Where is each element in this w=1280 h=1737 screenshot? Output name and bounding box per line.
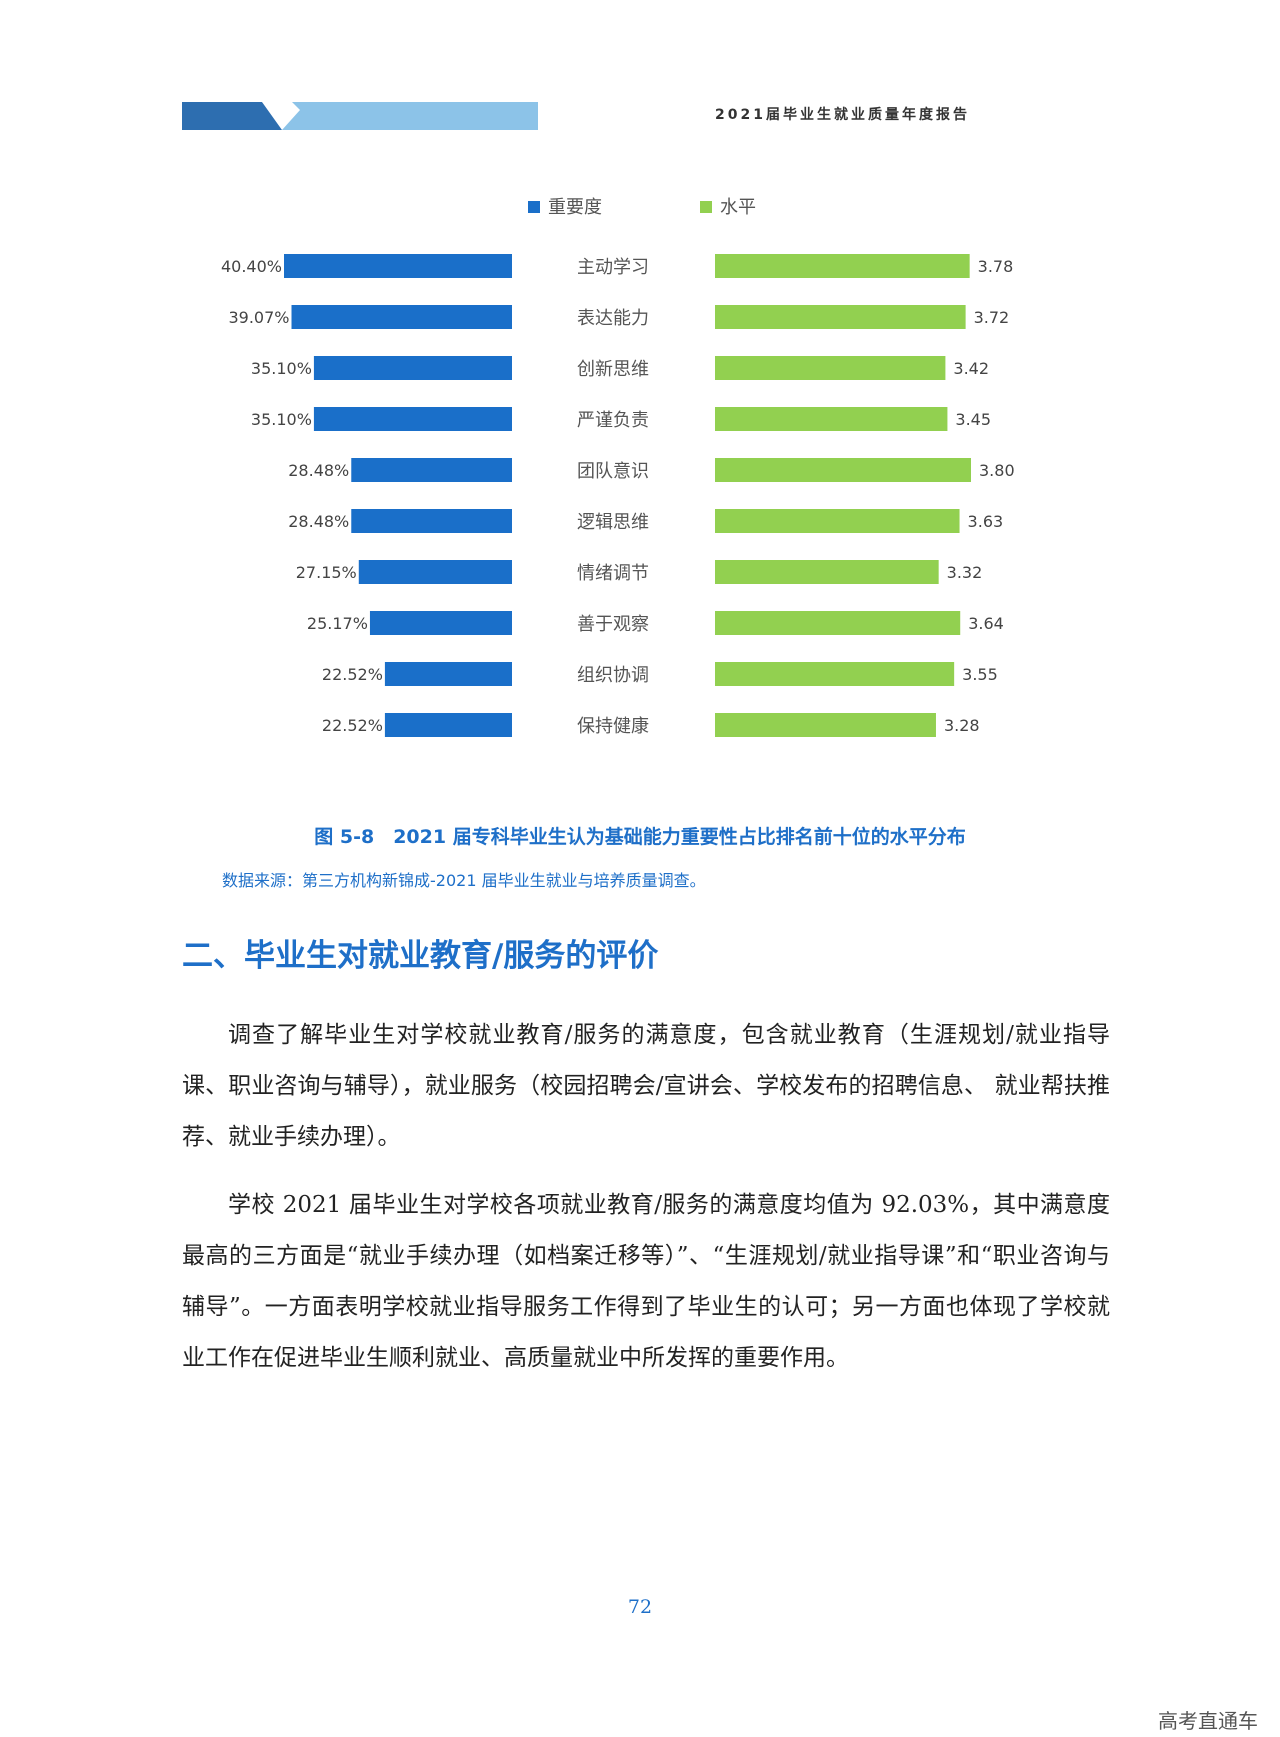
importance-bar bbox=[313, 407, 512, 431]
level-value-label: 3.64 bbox=[968, 614, 1004, 633]
level-bar bbox=[715, 662, 955, 686]
importance-bar bbox=[351, 509, 512, 533]
importance-value-label: 22.52% bbox=[322, 665, 383, 684]
category-label: 组织协调 bbox=[577, 665, 649, 686]
section-title: 二、毕业生对就业教育/服务的评价 bbox=[182, 938, 659, 974]
importance-value-label: 27.15% bbox=[296, 563, 357, 582]
level-bar bbox=[715, 305, 966, 329]
level-value-label: 3.63 bbox=[968, 512, 1004, 531]
report-title: 2021届毕业生就业质量年度报告 bbox=[715, 107, 970, 123]
importance-bar bbox=[351, 458, 512, 482]
category-label: 善于观察 bbox=[577, 614, 649, 635]
importance-bar bbox=[358, 560, 512, 584]
paragraph-2: 学校 2021 届毕业生对学校各项就业教育/服务的满意度均值为 92.03%，其… bbox=[182, 1192, 1110, 1371]
category-label: 团队意识 bbox=[577, 461, 649, 482]
level-value-label: 3.32 bbox=[947, 563, 983, 582]
category-label: 严谨负责 bbox=[577, 410, 649, 431]
category-label: 保持健康 bbox=[577, 716, 649, 737]
chart: 40.40% 主动学习 3.78 39.07% 表达能力 3.72 35.10% 创新思维 3.… bbox=[221, 197, 1015, 737]
figure-caption: 图 5-8 2021 届专科毕业生认为基础能力重要性占比排名前十位的水平分布 bbox=[314, 826, 966, 848]
level-value-label: 3.42 bbox=[953, 359, 989, 378]
importance-value-label: 28.48% bbox=[288, 512, 349, 531]
importance-bar bbox=[369, 611, 512, 635]
header-banner bbox=[182, 102, 538, 130]
importance-bar bbox=[384, 713, 512, 737]
paragraph-1: 调查了解毕业生对学校就业教育/服务的满意度，包含就业教育（生涯规划/就业指导课、… bbox=[182, 1022, 1110, 1150]
importance-value-label: 39.07% bbox=[228, 308, 289, 327]
level-value-label: 3.28 bbox=[944, 716, 980, 735]
importance-value-label: 40.40% bbox=[221, 257, 282, 276]
importance-value-label: 28.48% bbox=[288, 461, 349, 480]
level-bar bbox=[715, 560, 939, 584]
category-label: 逻辑思维 bbox=[577, 512, 649, 533]
category-label: 主动学习 bbox=[577, 257, 649, 278]
importance-value-label: 22.52% bbox=[322, 716, 383, 735]
level-bar bbox=[715, 509, 960, 533]
importance-bar bbox=[284, 254, 512, 278]
level-bar bbox=[715, 356, 946, 380]
legend-swatch-importance bbox=[528, 201, 540, 213]
page-number: 72 bbox=[627, 1596, 653, 1618]
importance-value-label: 35.10% bbox=[251, 359, 312, 378]
legend-swatch-level bbox=[700, 201, 712, 213]
level-bar bbox=[715, 407, 948, 431]
importance-bar bbox=[384, 662, 512, 686]
level-value-label: 3.80 bbox=[979, 461, 1015, 480]
importance-value-label: 25.17% bbox=[307, 614, 368, 633]
data-source-note: 数据来源：第三方机构新锦成-2021 届毕业生就业与培养质量调查。 bbox=[222, 871, 706, 890]
level-bar bbox=[715, 611, 961, 635]
importance-bar bbox=[291, 305, 512, 329]
legend-label-importance: 重要度 bbox=[548, 197, 602, 218]
category-label: 情绪调节 bbox=[577, 563, 649, 584]
level-value-label: 3.78 bbox=[978, 257, 1014, 276]
category-label: 表达能力 bbox=[577, 308, 649, 329]
importance-bar bbox=[313, 356, 512, 380]
level-bar bbox=[715, 458, 971, 482]
watermark: 高考直通车 bbox=[1158, 1709, 1258, 1733]
level-value-label: 3.72 bbox=[974, 308, 1010, 327]
category-label: 创新思维 bbox=[577, 359, 649, 380]
level-value-label: 3.55 bbox=[962, 665, 998, 684]
level-bar bbox=[715, 713, 936, 737]
legend-label-level: 水平 bbox=[720, 197, 756, 218]
level-bar bbox=[715, 254, 970, 278]
importance-value-label: 35.10% bbox=[251, 410, 312, 429]
level-value-label: 3.45 bbox=[955, 410, 991, 429]
